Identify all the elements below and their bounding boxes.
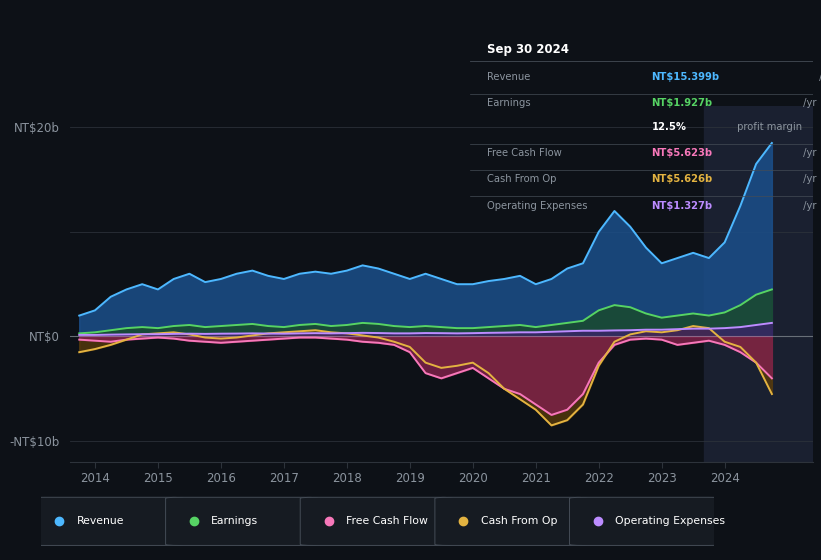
Text: NT$1.927b: NT$1.927b	[652, 98, 713, 108]
Text: NT$15.399b: NT$15.399b	[652, 72, 720, 82]
Text: Sep 30 2024: Sep 30 2024	[487, 43, 569, 57]
Text: Operating Expenses: Operating Expenses	[487, 200, 587, 211]
Text: Operating Expenses: Operating Expenses	[615, 516, 725, 526]
Text: /yr: /yr	[800, 98, 816, 108]
Text: Revenue: Revenue	[487, 72, 530, 82]
FancyBboxPatch shape	[300, 497, 452, 545]
Text: Free Cash Flow: Free Cash Flow	[487, 148, 562, 158]
FancyBboxPatch shape	[435, 497, 587, 545]
Text: Earnings: Earnings	[211, 516, 259, 526]
Text: Revenue: Revenue	[76, 516, 124, 526]
Text: /yr: /yr	[800, 174, 816, 184]
Text: /yr: /yr	[800, 148, 816, 158]
FancyBboxPatch shape	[31, 497, 183, 545]
FancyBboxPatch shape	[570, 497, 722, 545]
FancyBboxPatch shape	[166, 497, 318, 545]
Text: Earnings: Earnings	[487, 98, 530, 108]
Text: NT$5.626b: NT$5.626b	[652, 174, 713, 184]
Text: /yr: /yr	[800, 200, 816, 211]
Text: /yr: /yr	[816, 72, 821, 82]
Bar	[704, 106, 813, 462]
Text: 12.5%: 12.5%	[652, 122, 686, 132]
Text: Free Cash Flow: Free Cash Flow	[346, 516, 428, 526]
Text: Cash From Op: Cash From Op	[487, 174, 556, 184]
Text: NT$1.327b: NT$1.327b	[652, 200, 713, 211]
Text: profit margin: profit margin	[734, 122, 802, 132]
Text: NT$5.623b: NT$5.623b	[652, 148, 713, 158]
Text: Cash From Op: Cash From Op	[480, 516, 557, 526]
